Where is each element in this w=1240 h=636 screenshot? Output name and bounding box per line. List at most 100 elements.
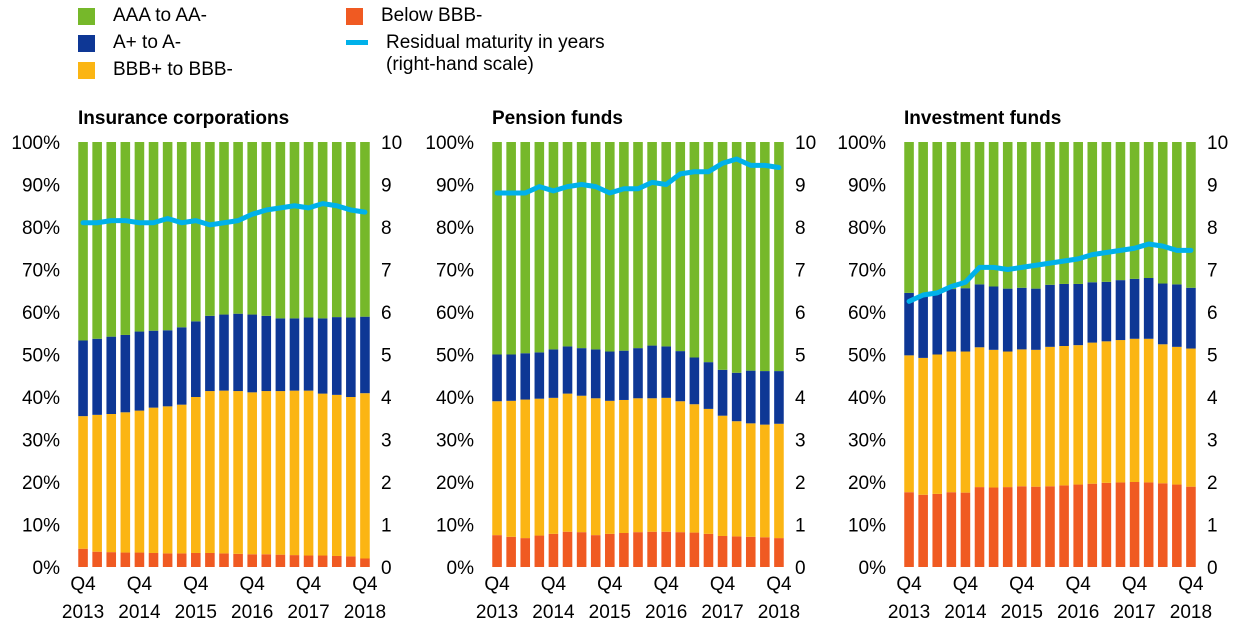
bar-segment-bbb [1157, 344, 1168, 484]
bar-segment-below [1157, 483, 1168, 567]
bar-segment-a [717, 369, 728, 416]
bar-segment-a [932, 291, 943, 355]
bar-segment-bbb [661, 397, 671, 532]
chart-title: Insurance corporations [78, 108, 289, 129]
bar-segment-bbb [492, 401, 502, 536]
y2-tick-label: 3 [795, 431, 806, 452]
bar-segment-below [78, 548, 88, 567]
bar-segment-below [1186, 486, 1196, 567]
bar-segment-bbb [176, 404, 187, 554]
bar-segment-a [346, 317, 356, 397]
x-tick-year-label: 2016 [231, 602, 273, 623]
y-tick-label: 70% [436, 261, 474, 282]
bar-segment-below [360, 558, 370, 567]
y2-tick-label: 10 [1207, 133, 1228, 154]
x-tick-label: Q4 [296, 574, 322, 595]
bar-segment-below [946, 492, 957, 567]
bar-segment-bbb [1002, 351, 1013, 488]
bar-segment-below [303, 555, 314, 567]
y-tick-label: 100% [11, 133, 60, 154]
bar-segment-a [745, 370, 756, 424]
bar-segment-aaa [576, 142, 587, 349]
bar-segment-aaa [590, 142, 601, 350]
y-tick-label: 40% [22, 388, 60, 409]
y-tick-label: 40% [436, 388, 474, 409]
y2-tick-label: 1 [795, 516, 806, 537]
bar-segment-aaa [275, 142, 286, 319]
legend-item-a: A+ to A- [78, 32, 181, 54]
bar-segment-aaa [506, 142, 516, 355]
bar-segment-a [120, 334, 131, 413]
bar-segment-aaa [774, 142, 784, 372]
bar-segment-aaa [289, 142, 300, 319]
bar-segment-a [633, 348, 643, 399]
bar-segment-below [576, 532, 587, 567]
bar-segment-aaa [918, 142, 928, 295]
bar-segment-a [233, 313, 243, 392]
bar-segment-a [1017, 287, 1027, 350]
x-tick-label: Q4 [1122, 574, 1148, 595]
bar-segment-a [506, 354, 516, 401]
bar-segment-aaa [78, 142, 88, 341]
bar-segment-bbb [1059, 346, 1069, 486]
bar-segment-aaa [760, 142, 770, 372]
legend-item-aaa: AAA to AA- [78, 5, 207, 27]
bar-segment-bbb [576, 395, 587, 533]
y-tick-label: 100% [837, 133, 886, 154]
bar-segment-aaa [346, 142, 356, 318]
x-tick-year-label: 2017 [1113, 602, 1155, 623]
bar-segment-below [918, 494, 928, 567]
bar-segment-below [562, 531, 573, 567]
y2-tick-label: 2 [795, 473, 806, 494]
bar-segment-a [317, 318, 328, 394]
legend-label-bbb: BBB+ to BBB- [113, 59, 233, 80]
bar-segment-below [1059, 485, 1069, 567]
bar-segment-bbb [148, 407, 159, 553]
bar-segment-below [717, 535, 728, 567]
bar-segment-bbb [1087, 342, 1098, 484]
bar-segment-aaa [675, 142, 686, 352]
bar-segment-a [1101, 281, 1112, 342]
bar-segment-below [191, 552, 201, 567]
bar-segment-a [261, 315, 272, 392]
bar-segment-bbb [1017, 349, 1027, 487]
bar-segment-bbb [331, 394, 342, 556]
bar-segment-below [774, 538, 784, 567]
y-tick-label: 50% [436, 346, 474, 367]
y2-tick-label: 10 [795, 133, 816, 154]
x-tick-year-label: 2013 [62, 602, 104, 623]
bar-segment-below [960, 492, 971, 568]
bar-segment-a [974, 284, 985, 348]
x-tick-label: Q4 [352, 574, 378, 595]
bar-segment-below [1143, 482, 1154, 567]
x-tick-label: Q4 [953, 574, 979, 595]
bar-segment-aaa [317, 142, 328, 319]
bar-segment-below [661, 531, 671, 567]
legend-item-maturity: Residual maturity in years (right-hand s… [346, 32, 605, 76]
y-tick-label: 80% [848, 218, 886, 239]
bar-segment-a [492, 354, 502, 402]
bar-segment-aaa [1172, 142, 1182, 285]
bar-segment-bbb [520, 399, 531, 539]
bar-segment-aaa [661, 142, 671, 347]
bar-segment-below [317, 555, 328, 567]
bar-segment-aaa [619, 142, 629, 351]
bar-segment-below [1129, 482, 1140, 567]
chart-panel-1: Insurance corporations 0% 10% 20% 30% 40% 50% 6… [11, 108, 402, 623]
bar-segment-aaa [492, 142, 502, 355]
y2-tick-label: 6 [1207, 303, 1218, 324]
chart-title: Pension funds [492, 108, 623, 129]
bar-segment-below [219, 553, 229, 567]
bar-segment-aaa [745, 142, 756, 371]
y-tick-label: 70% [848, 261, 886, 282]
bar-segment-a [205, 315, 215, 392]
bar-segment-aaa [1073, 142, 1083, 284]
bar-segment-bbb [619, 399, 629, 533]
bar-segment-a [331, 317, 342, 395]
bar-segment-a [1143, 278, 1154, 339]
bar-segment-bbb [219, 390, 229, 554]
x-tick-year-label: 2014 [944, 602, 987, 623]
bar-segment-bbb [774, 423, 784, 539]
bar-segment-bbb [1172, 346, 1182, 485]
y2-tick-label: 8 [795, 218, 806, 239]
